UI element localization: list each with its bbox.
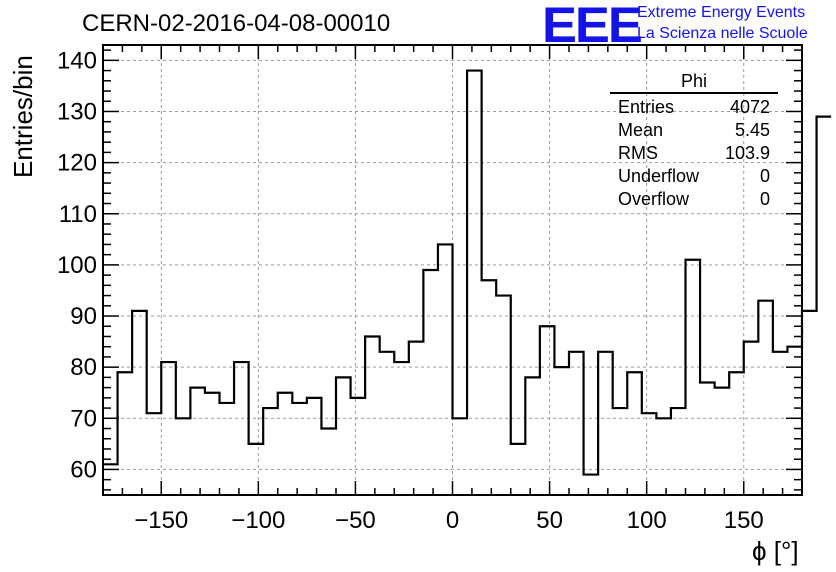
stats-row-underflow: Underflow 0 <box>610 165 778 188</box>
y-axis-label: Entries/bin <box>8 55 38 178</box>
stats-value: 4072 <box>729 97 770 117</box>
logo-subtitle-line-2: La Scienza nelle Scuole <box>637 25 808 42</box>
stats-label: Underflow <box>618 166 700 186</box>
stats-value: 103.9 <box>724 143 770 163</box>
stats-title: Phi <box>680 71 707 91</box>
logo-subtitle-line-1: Extreme Energy Events <box>637 4 806 21</box>
stats-row-mean: Mean 5.45 <box>610 119 778 142</box>
x-tick-label: −150 <box>134 507 188 534</box>
y-tick-label: 80 <box>70 354 97 381</box>
x-tick-label: −50 <box>335 507 376 534</box>
chart-title: CERN-02-2016-04-08-00010 <box>82 10 391 37</box>
stats-label: Mean <box>618 120 664 140</box>
stats-value: 0 <box>759 166 770 186</box>
stats-row-overflow: Overflow 0 <box>610 188 778 211</box>
stats-row-rms: RMS 103.9 <box>610 142 778 165</box>
stats-row-entries: Entries 4072 <box>610 96 778 119</box>
y-tick-label: 110 <box>59 201 97 228</box>
x-tick-label: 100 <box>627 507 667 534</box>
x-tick-label: 0 <box>446 507 459 534</box>
y-tick-label: 120 <box>57 150 97 177</box>
x-tick-label: −100 <box>231 507 285 534</box>
y-tick-label: 100 <box>57 252 97 279</box>
stats-label: RMS <box>618 143 658 163</box>
stats-label: Overflow <box>618 189 690 209</box>
stats-value: 0 <box>759 189 770 209</box>
stats-divider <box>610 92 778 94</box>
x-tick-label: 50 <box>536 507 563 534</box>
y-tick-label: 60 <box>70 456 97 483</box>
y-tick-label: 90 <box>70 303 97 330</box>
stats-value: 5.45 <box>734 120 770 140</box>
y-tick-label: 130 <box>57 98 97 125</box>
histogram-line <box>103 69 832 476</box>
stats-label: Entries <box>618 97 675 117</box>
y-tick-label: 140 <box>57 47 97 74</box>
x-tick-label: 150 <box>724 507 764 534</box>
eee-logo: EEE <box>542 0 643 53</box>
x-axis-label: ϕ [°] <box>752 536 799 566</box>
y-tick-label: 70 <box>70 405 97 432</box>
stats-box: Phi Entries 4072 Mean 5.45 RMS 103.9 Und… <box>610 70 778 211</box>
